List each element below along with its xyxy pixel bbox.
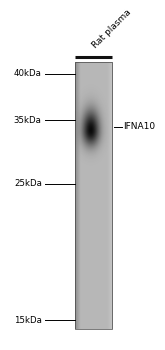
Text: 25kDa: 25kDa — [14, 179, 42, 188]
Text: 15kDa: 15kDa — [14, 316, 42, 325]
Text: Rat plasma: Rat plasma — [90, 8, 132, 50]
Bar — [75, 62, 112, 329]
Text: 40kDa: 40kDa — [14, 69, 42, 78]
Text: IFNA10: IFNA10 — [123, 122, 155, 132]
Text: 35kDa: 35kDa — [14, 116, 42, 125]
